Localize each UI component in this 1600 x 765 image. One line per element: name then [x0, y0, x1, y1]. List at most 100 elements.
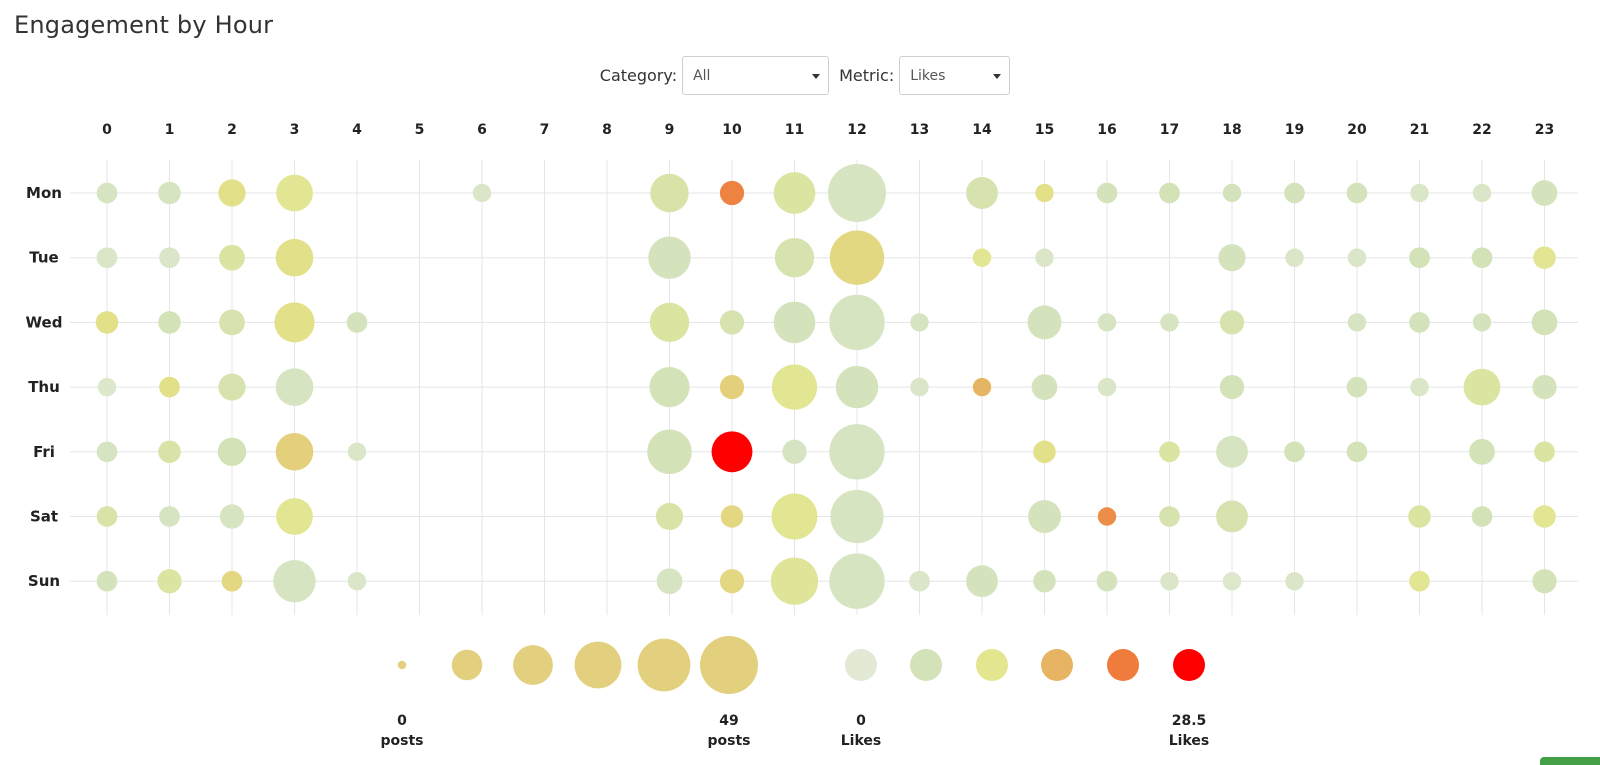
color-legend-swatch [1173, 649, 1205, 681]
hour-tick-label: 18 [1222, 122, 1241, 138]
data-bubble [96, 570, 118, 592]
data-bubble [1031, 374, 1058, 400]
data-bubble [95, 311, 119, 334]
data-bubble [1284, 182, 1305, 204]
data-bubble [910, 377, 929, 397]
data-bubble [96, 247, 118, 269]
data-bubble [1027, 305, 1062, 340]
data-bubble [829, 424, 885, 480]
data-bubble [773, 172, 816, 214]
size-legend-bubble [637, 638, 691, 692]
hour-tick-label: 0 [102, 122, 112, 138]
data-bubble [1035, 248, 1054, 267]
data-bubble [157, 569, 182, 594]
data-bubble [1285, 248, 1304, 267]
data-bubble [1408, 505, 1431, 528]
data-bubble [648, 236, 691, 279]
data-bubble [719, 310, 745, 335]
data-bubble [1532, 569, 1557, 594]
hour-tick-label: 7 [540, 122, 550, 138]
data-bubble [1097, 507, 1117, 526]
category-select[interactable]: All [682, 56, 830, 95]
hour-tick-label: 10 [722, 122, 742, 138]
color-legend-swatch [1041, 649, 1073, 681]
data-bubble [909, 570, 930, 592]
hour-tick-label: 20 [1347, 122, 1367, 138]
data-bubble [1159, 441, 1180, 463]
data-bubble [1033, 440, 1056, 464]
data-bubble [830, 489, 884, 544]
data-bubble [966, 177, 998, 209]
data-bubble [1346, 182, 1368, 204]
data-bubble [771, 493, 818, 540]
data-bubble [276, 498, 313, 535]
data-bubble [1160, 313, 1179, 332]
hour-tick-label: 14 [972, 122, 992, 138]
size-legend-bubble [700, 636, 758, 694]
data-bubble [159, 247, 180, 269]
data-bubble [158, 311, 181, 334]
size-legend-max-value: 49 [719, 713, 738, 729]
data-bubble [711, 431, 753, 473]
data-bubble [1035, 183, 1054, 203]
size-legend-min-unit: posts [381, 733, 424, 749]
data-bubble [1471, 506, 1493, 527]
hour-tick-label: 9 [665, 122, 675, 138]
data-bubble [829, 230, 885, 285]
data-bubble [1471, 247, 1493, 269]
data-bubble [472, 183, 492, 203]
data-bubble [219, 244, 245, 271]
color-legend-swatch [976, 649, 1008, 681]
data-bubble [219, 309, 245, 336]
color-legend-min-unit: Likes [841, 733, 881, 749]
data-bubble [1097, 377, 1117, 397]
day-tick-label: Fri [33, 443, 55, 461]
day-tick-label: Mon [26, 184, 62, 202]
hour-tick-label: 17 [1160, 122, 1179, 138]
data-bubble [219, 504, 245, 529]
hour-tick-label: 2 [227, 122, 237, 138]
data-bubble [773, 301, 816, 344]
data-bubble [159, 506, 180, 527]
data-bubble [218, 373, 246, 401]
metric-select[interactable]: Likes [899, 56, 1011, 95]
hour-tick-label: 16 [1097, 122, 1116, 138]
data-bubble [649, 367, 690, 408]
data-bubble [1219, 374, 1245, 400]
hour-tick-label: 6 [477, 122, 487, 138]
data-bubble [719, 569, 745, 594]
data-bubble [275, 432, 314, 471]
data-bubble [276, 174, 313, 212]
data-bubble [828, 164, 886, 222]
hour-tick-label: 23 [1535, 122, 1554, 138]
chevron-down-icon [812, 74, 821, 79]
data-bubble [346, 312, 368, 333]
day-tick-label: Sun [28, 572, 60, 590]
data-bubble [719, 374, 745, 400]
size-legend-bubble [451, 649, 483, 681]
filter-bar: Category: All Metric: Likes [0, 56, 1600, 95]
data-bubble [96, 506, 118, 527]
data-bubble [656, 568, 683, 595]
data-bubble [1216, 435, 1248, 468]
size-legend-bubble [513, 645, 553, 685]
data-bubble [1531, 309, 1558, 336]
data-bubble [1096, 182, 1118, 204]
corner-action-button[interactable] [1540, 757, 1600, 765]
hour-tick-label: 22 [1472, 122, 1491, 138]
day-tick-label: Wed [26, 313, 63, 331]
data-bubble [96, 182, 118, 204]
hour-tick-label: 11 [785, 122, 804, 138]
data-bubble [218, 179, 246, 207]
data-bubble [1347, 248, 1367, 267]
color-legend-swatch [1107, 649, 1139, 681]
hour-tick-label: 21 [1410, 122, 1429, 138]
hour-tick-label: 13 [910, 122, 929, 138]
data-bubble [273, 560, 316, 603]
data-bubble [1218, 244, 1246, 272]
data-bubble [972, 377, 992, 397]
data-bubble [158, 440, 181, 464]
category-select-value: All [693, 67, 711, 84]
data-bubble [770, 557, 819, 605]
